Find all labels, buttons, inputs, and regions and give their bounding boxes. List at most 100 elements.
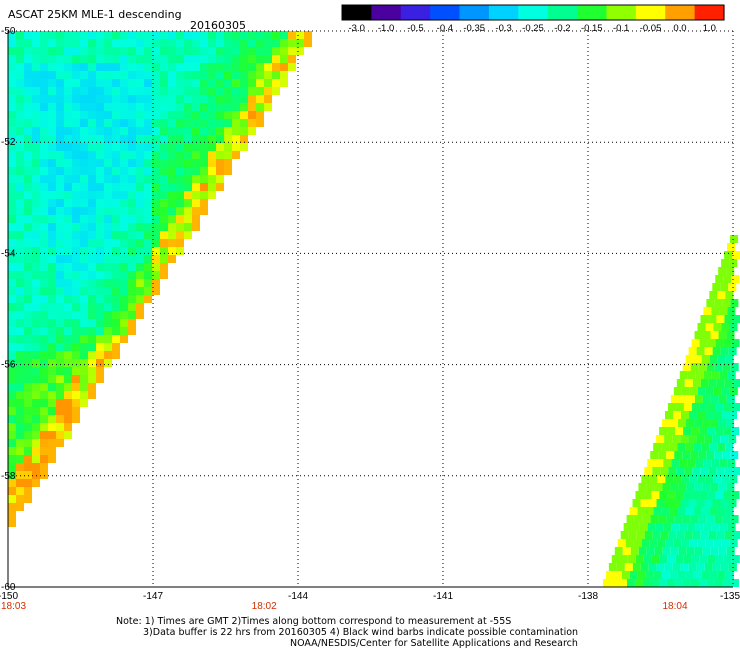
heat-cell [24, 295, 32, 303]
heat-cell [64, 87, 72, 95]
heat-cell [8, 103, 16, 111]
heat-cell [152, 103, 160, 111]
heat-cell [240, 103, 248, 111]
heat-cell [64, 167, 72, 175]
heat-cell [32, 399, 40, 407]
heat-cell [232, 135, 240, 143]
heat-cell [56, 359, 64, 367]
heat-cell [144, 279, 152, 287]
heat-cell [200, 111, 208, 119]
heat-cell [717, 443, 726, 451]
heat-cell [224, 111, 232, 119]
heat-cell [288, 63, 296, 71]
heat-cell [676, 531, 685, 539]
heat-cell [710, 547, 719, 555]
heat-cell [48, 303, 56, 311]
heat-cell [192, 215, 200, 223]
heat-cell [40, 207, 48, 215]
heat-cell [168, 31, 176, 39]
heat-cell [32, 47, 40, 55]
heat-cell [48, 431, 56, 439]
heat-cell [96, 55, 104, 63]
heat-cell [176, 87, 184, 95]
heat-cell [707, 427, 716, 435]
heat-cell [120, 303, 128, 311]
heat-cell [80, 207, 88, 215]
heat-cell [232, 87, 240, 95]
heat-cell [224, 103, 232, 111]
heat-cell [32, 199, 40, 207]
heat-cell [48, 95, 56, 103]
heat-cell [56, 311, 64, 319]
heat-cell [705, 387, 714, 395]
heat-cell [48, 335, 56, 343]
heat-cell [56, 47, 64, 55]
heat-cell [112, 215, 120, 223]
heat-cell [686, 483, 695, 491]
heat-cell [120, 231, 128, 239]
heat-cell [644, 467, 653, 475]
heat-cell [24, 463, 32, 471]
heat-cell [168, 95, 176, 103]
heat-cell [64, 151, 72, 159]
heat-cell [72, 71, 80, 79]
heat-cell [64, 383, 72, 391]
heat-cell [64, 95, 72, 103]
heat-cell [72, 231, 80, 239]
heat-cell [144, 119, 152, 127]
heat-cell [32, 239, 40, 247]
heat-cell [710, 395, 719, 403]
heat-cell [264, 31, 272, 39]
heat-cell [646, 483, 655, 491]
heat-cell [176, 31, 184, 39]
heat-cell [720, 435, 729, 443]
heat-cell [697, 411, 705, 419]
heat-cell [694, 547, 703, 555]
heat-cell [710, 419, 719, 427]
heat-cell [112, 143, 120, 151]
heat-cell [56, 415, 64, 423]
y-tick-label: -58 [1, 471, 16, 482]
heat-cell [144, 127, 152, 135]
x-tick-label: -141 [433, 591, 453, 602]
heat-cell [80, 215, 88, 223]
heat-cell [8, 271, 16, 279]
heat-cell [232, 31, 240, 39]
heat-cell [48, 383, 56, 391]
heat-cell [656, 499, 665, 507]
heat-cell [638, 483, 647, 491]
heat-cell [192, 71, 200, 79]
heat-cell [128, 111, 136, 119]
heat-cell [8, 319, 16, 327]
heat-cell [40, 391, 48, 399]
heat-cell [72, 399, 80, 407]
heat-cell [216, 183, 224, 191]
heat-cell [696, 435, 705, 443]
heat-cell [104, 199, 112, 207]
heat-cell [72, 319, 80, 327]
heat-cell [686, 547, 695, 555]
heat-cell [24, 391, 32, 399]
heat-cell [72, 375, 80, 383]
heat-cell [643, 491, 652, 499]
heat-cell [120, 87, 128, 95]
heat-cell [16, 167, 24, 175]
heat-cell [64, 119, 72, 127]
heat-cell [707, 339, 716, 347]
heat-cell [224, 143, 232, 151]
heat-cell [88, 327, 96, 335]
heat-cell [32, 335, 40, 343]
heat-cell [684, 467, 693, 475]
heat-cell [48, 319, 56, 327]
heat-cell [705, 411, 713, 419]
heat-cell [136, 39, 144, 47]
heat-cell [184, 183, 192, 191]
heat-cell [152, 247, 160, 255]
heat-cell [80, 239, 88, 247]
heat-cell [256, 31, 264, 39]
heat-cell [232, 63, 240, 71]
heat-cell [605, 571, 614, 579]
heat-cell [702, 419, 711, 427]
heat-cell [216, 55, 224, 63]
heat-cell [120, 279, 128, 287]
